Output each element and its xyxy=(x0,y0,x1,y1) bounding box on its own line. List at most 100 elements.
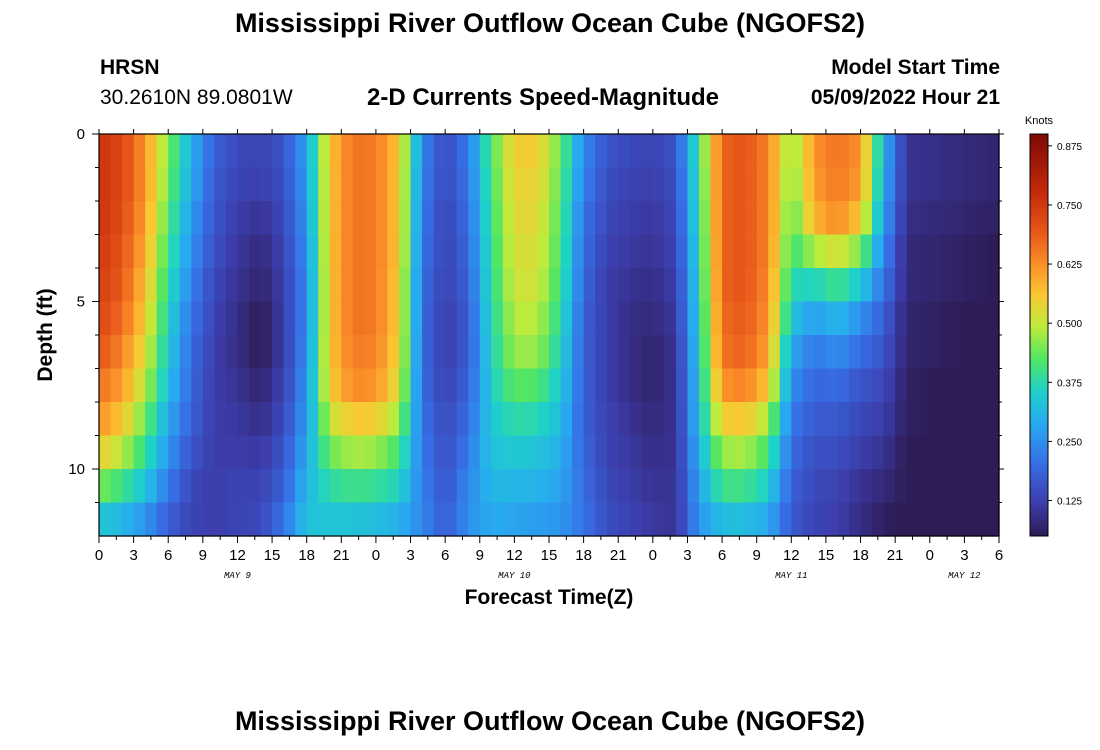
heatmap-cell xyxy=(191,134,204,169)
heatmap-cell xyxy=(214,402,227,437)
heatmap-cell xyxy=(145,134,158,169)
heatmap-cell xyxy=(964,335,977,370)
heatmap-cell xyxy=(491,301,504,336)
heatmap-cell xyxy=(260,234,273,269)
heatmap-cell xyxy=(537,268,550,303)
heatmap-cell xyxy=(872,234,885,269)
heatmap-cell xyxy=(802,335,815,370)
heatmap-cell xyxy=(202,201,215,236)
heatmap-cell xyxy=(722,502,735,537)
heatmap-cell xyxy=(929,402,942,437)
heatmap-cell xyxy=(433,469,446,504)
heatmap-cell xyxy=(664,402,677,437)
heatmap-cell xyxy=(929,368,942,403)
heatmap-cell xyxy=(341,234,354,269)
heatmap-cell xyxy=(802,268,815,303)
heatmap-cell xyxy=(410,234,423,269)
heatmap-cell xyxy=(445,134,458,169)
heatmap-cell xyxy=(456,502,469,537)
heatmap-cell xyxy=(225,502,239,537)
heatmap-cell xyxy=(837,201,850,236)
heatmap-cell xyxy=(399,402,412,437)
heatmap-cell xyxy=(987,167,1000,202)
heatmap-cell xyxy=(122,335,135,370)
heatmap-cell xyxy=(918,502,931,537)
heatmap-cell xyxy=(514,502,527,537)
heatmap-cell xyxy=(352,402,365,437)
heatmap-cell xyxy=(514,435,527,470)
heatmap-cell xyxy=(272,234,285,269)
x-tick-label: 3 xyxy=(960,547,968,564)
heatmap-cell xyxy=(583,402,596,437)
heatmap-cell xyxy=(179,335,192,370)
heatmap-cell xyxy=(422,268,435,303)
heatmap-cell xyxy=(572,167,585,202)
heatmap-cell xyxy=(860,167,873,202)
heatmap-cell xyxy=(537,134,550,169)
heatmap-cell xyxy=(722,167,735,202)
heatmap-cell xyxy=(445,435,458,470)
heatmap-cell xyxy=(664,167,677,202)
heatmap-cell xyxy=(122,368,135,403)
heatmap-cell xyxy=(295,335,308,370)
heatmap-cell xyxy=(225,335,239,370)
heatmap-cell xyxy=(283,167,296,202)
heatmap-cell xyxy=(306,268,319,303)
heatmap-cell xyxy=(514,167,527,202)
heatmap-cell xyxy=(133,402,146,437)
heatmap-cell xyxy=(387,134,400,169)
heatmap-cell xyxy=(549,402,562,437)
heatmap-cell xyxy=(629,268,642,303)
heatmap-cell xyxy=(468,469,481,504)
heatmap-cell xyxy=(779,469,792,504)
heatmap-cell xyxy=(825,268,839,303)
x-tick-label: 3 xyxy=(406,547,414,564)
heatmap-cell xyxy=(802,435,815,470)
heatmap-cell xyxy=(502,335,515,370)
heatmap-cell xyxy=(410,167,423,202)
heatmap-cell xyxy=(710,335,723,370)
heatmap-cell xyxy=(768,469,781,504)
heatmap-cell xyxy=(952,234,965,269)
heatmap-cell xyxy=(837,167,850,202)
heatmap-cell xyxy=(514,301,527,336)
heatmap-cell xyxy=(156,402,169,437)
heatmap-cell xyxy=(318,402,331,437)
heatmap-cell xyxy=(779,167,792,202)
heatmap-cell xyxy=(872,368,885,403)
heatmap-cell xyxy=(468,402,481,437)
heatmap-cell xyxy=(352,469,365,504)
heatmap-cell xyxy=(929,502,942,537)
heatmap-cell xyxy=(272,435,285,470)
heatmap-cell xyxy=(860,234,873,269)
heatmap-cell xyxy=(664,301,677,336)
heatmap-cell xyxy=(514,134,527,169)
heatmap-cell xyxy=(295,201,308,236)
heatmap-cell xyxy=(675,234,689,269)
heatmap-cell xyxy=(168,167,181,202)
colorbar-tick-label: 0.375 xyxy=(1057,378,1082,389)
heatmap-cell xyxy=(445,301,458,336)
heatmap-cell xyxy=(987,201,1000,236)
heatmap-cell xyxy=(549,234,562,269)
heatmap-cell xyxy=(249,435,262,470)
heatmap-cell xyxy=(295,502,308,537)
heatmap-cell xyxy=(918,469,931,504)
heatmap-cell xyxy=(225,469,239,504)
heatmap-cell xyxy=(283,134,296,169)
heatmap-cell xyxy=(652,201,665,236)
heatmap-cell xyxy=(329,502,342,537)
heatmap-cell xyxy=(410,268,423,303)
heatmap-cell xyxy=(906,134,919,169)
heatmap-cell xyxy=(168,134,181,169)
heatmap-cell xyxy=(733,469,746,504)
heatmap-cell xyxy=(895,301,908,336)
heatmap-cell xyxy=(375,435,389,470)
heatmap-cell xyxy=(502,301,515,336)
heatmap-cell xyxy=(975,268,989,303)
heatmap-cell xyxy=(733,502,746,537)
heatmap-cell xyxy=(99,167,112,202)
heatmap-cell xyxy=(375,234,389,269)
heatmap-cell xyxy=(133,201,146,236)
heatmap-cell xyxy=(456,201,469,236)
